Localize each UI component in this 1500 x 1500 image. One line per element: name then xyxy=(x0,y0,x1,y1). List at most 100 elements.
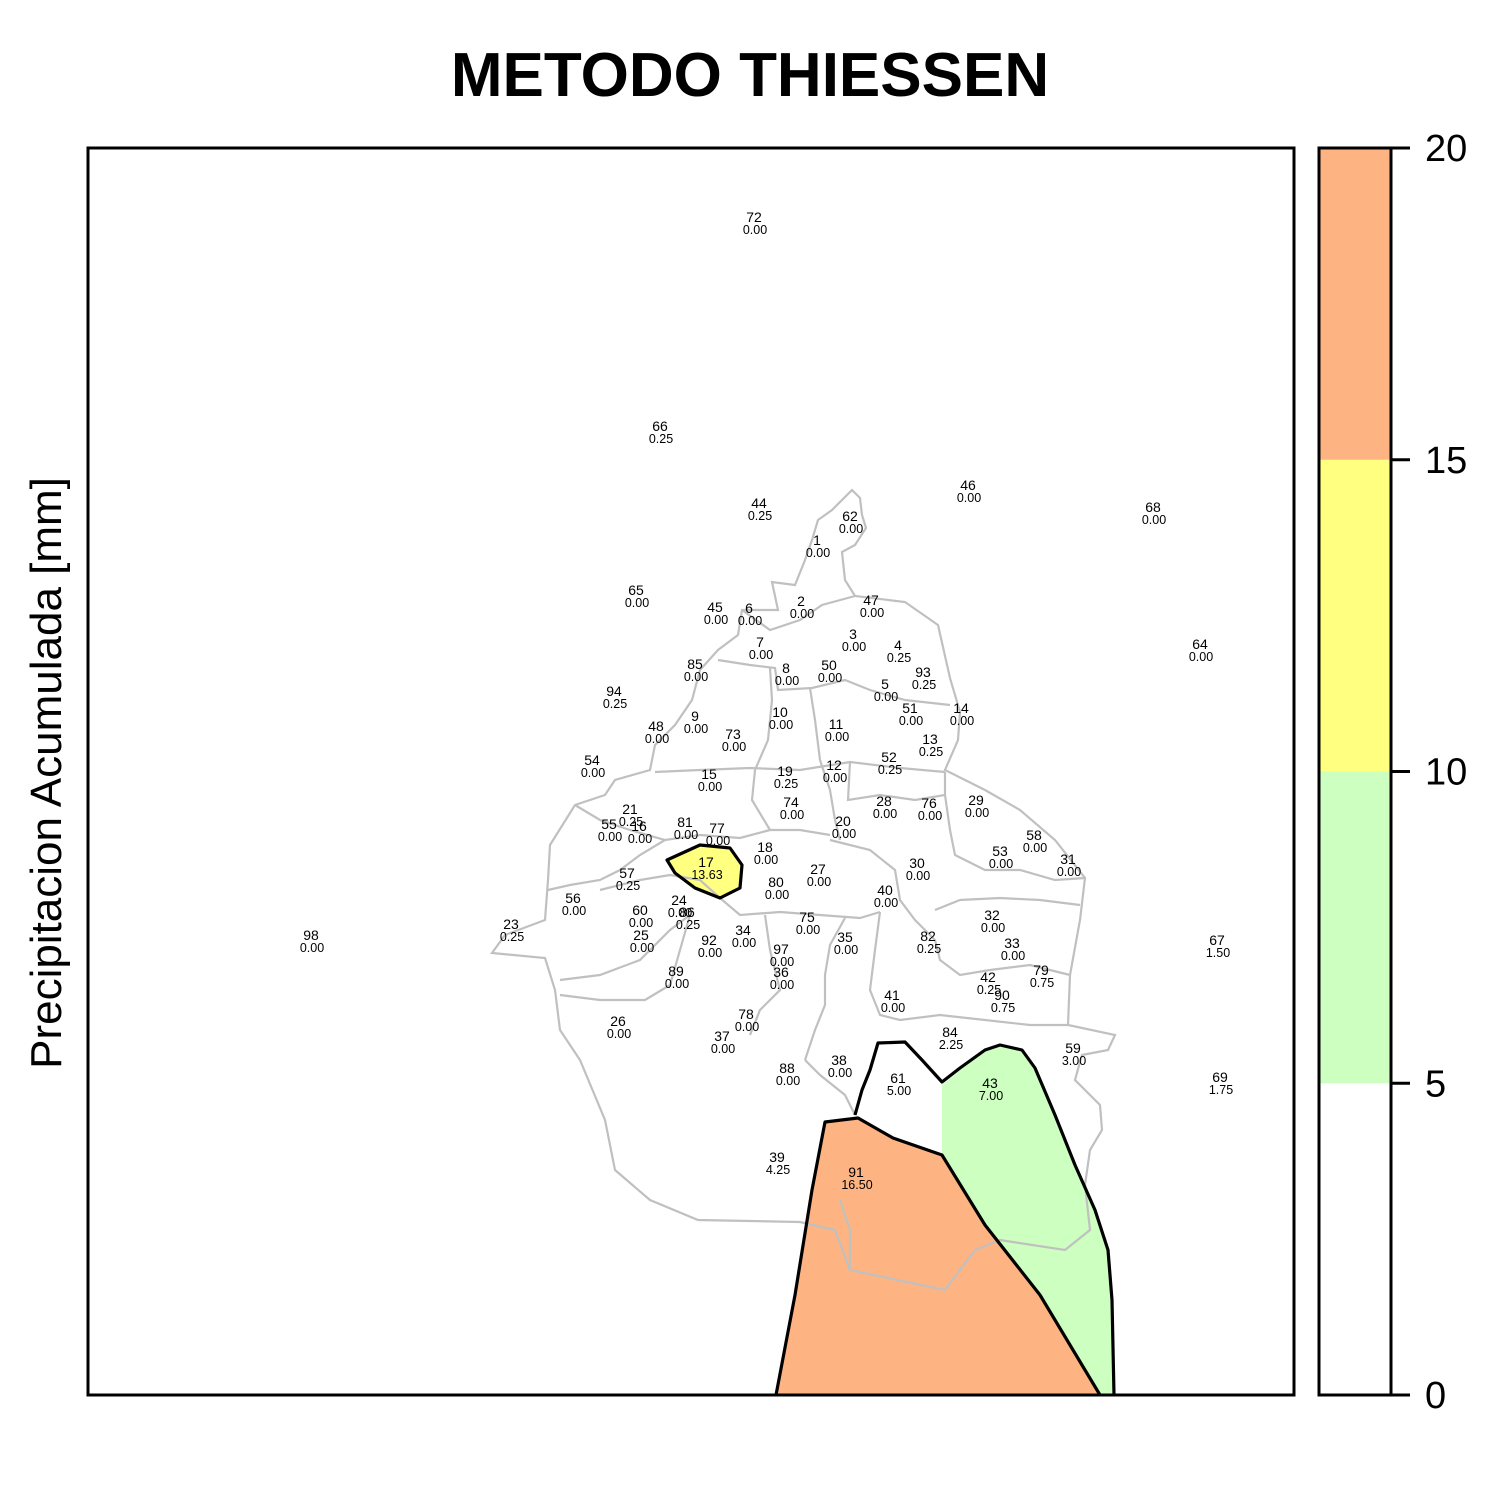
station-value-label: 0.00 xyxy=(625,596,649,610)
station-55: 550.00 xyxy=(598,816,622,844)
station-92: 920.00 xyxy=(698,932,722,960)
legend-tick-label: 10 xyxy=(1425,752,1467,794)
station-value-label: 0.25 xyxy=(887,651,911,665)
station-value-label: 0.00 xyxy=(1142,513,1166,527)
station-29: 290.00 xyxy=(965,792,989,820)
station-25: 250.00 xyxy=(630,927,654,955)
station-value-label: 0.00 xyxy=(770,978,794,992)
station-value-label: 0.25 xyxy=(649,432,673,446)
station-value-label: 0.00 xyxy=(957,491,981,505)
station-66: 660.25 xyxy=(649,418,673,446)
station-id-label: 69 xyxy=(1212,1069,1228,1085)
station-id-label: 4 xyxy=(894,637,902,653)
station-86: 860.25 xyxy=(676,904,700,932)
station-id-label: 43 xyxy=(982,1075,998,1091)
station-34: 340.00 xyxy=(732,922,756,950)
map-frame xyxy=(86,146,1296,1397)
station-value-label: 5.00 xyxy=(887,1084,911,1098)
station-35: 350.00 xyxy=(834,929,858,957)
station-90: 900.75 xyxy=(991,987,1015,1015)
station-8: 80.00 xyxy=(775,660,799,688)
station-value-label: 0.00 xyxy=(630,941,654,955)
station-id-label: 15 xyxy=(701,766,717,782)
station-id-label: 74 xyxy=(783,794,799,810)
station-33: 330.00 xyxy=(1001,935,1025,963)
station-id-label: 9 xyxy=(691,708,699,724)
station-11: 110.00 xyxy=(825,716,849,744)
station-value-label: 0.00 xyxy=(807,875,831,889)
station-value-label: 0.00 xyxy=(645,732,669,746)
district-line xyxy=(943,794,1086,882)
station-id-label: 7 xyxy=(756,634,764,650)
station-7: 70.00 xyxy=(749,634,773,662)
station-id-label: 14 xyxy=(953,700,969,716)
station-value-label: 0.00 xyxy=(732,936,756,950)
station-id-label: 67 xyxy=(1209,932,1225,948)
map-title: METODO THIESSEN xyxy=(450,41,1050,110)
station-value-label: 0.00 xyxy=(1001,949,1025,963)
station-81: 810.00 xyxy=(674,814,698,842)
station-id-label: 88 xyxy=(779,1060,795,1076)
station-id-label: 24 xyxy=(671,892,687,908)
station-id-label: 72 xyxy=(746,209,762,225)
station-value-label: 0.25 xyxy=(878,763,902,777)
district-line xyxy=(868,911,1068,1027)
station-value-label: 0.00 xyxy=(607,1027,631,1041)
contour-line xyxy=(774,1116,1102,1396)
station-id-label: 31 xyxy=(1060,851,1076,867)
station-42: 420.25 xyxy=(977,969,1001,997)
station-id-label: 44 xyxy=(751,495,767,511)
station-value-label: 0.00 xyxy=(698,946,722,960)
station-value-label: 0.25 xyxy=(774,777,798,791)
station-value-label: 0.00 xyxy=(754,853,778,867)
station-id-label: 2 xyxy=(797,593,805,609)
station-id-label: 16 xyxy=(631,818,647,834)
station-id-label: 34 xyxy=(735,922,751,938)
station-id-label: 77 xyxy=(709,820,725,836)
legend-tick-label: 15 xyxy=(1425,440,1467,482)
district-line xyxy=(748,914,782,1036)
district-line xyxy=(654,760,946,774)
station-80: 800.00 xyxy=(765,874,789,902)
legend-colorbar: 0 5 10 15 20 xyxy=(1317,128,1467,1417)
station-value-label: 0.00 xyxy=(769,718,793,732)
district-line xyxy=(846,761,947,802)
station-75: 750.00 xyxy=(796,909,820,937)
station-24: 240.00 xyxy=(668,892,692,920)
station-value-label: 0.25 xyxy=(748,509,772,523)
station-23: 230.25 xyxy=(500,916,524,944)
station-id-label: 75 xyxy=(799,909,815,925)
station-32: 320.00 xyxy=(981,907,1005,935)
station-id-label: 52 xyxy=(881,749,897,765)
station-69: 691.75 xyxy=(1209,1069,1233,1097)
station-value-label: 0.00 xyxy=(765,888,789,902)
station-2: 20.00 xyxy=(790,593,814,621)
station-value-label: 0.00 xyxy=(738,614,762,628)
station-51: 510.00 xyxy=(899,700,923,728)
station-value-label: 1.50 xyxy=(1206,946,1230,960)
station-id-label: 91 xyxy=(848,1164,864,1180)
station-value-label: 0.00 xyxy=(806,546,830,560)
station-93: 930.25 xyxy=(912,664,936,692)
station-id-label: 89 xyxy=(668,963,684,979)
station-value-label: 0.00 xyxy=(775,674,799,688)
station-61: 615.00 xyxy=(887,1070,911,1098)
station-10: 100.00 xyxy=(769,704,793,732)
station-value-label: 0.00 xyxy=(674,828,698,842)
station-id-label: 23 xyxy=(503,916,519,932)
station-16: 160.00 xyxy=(628,818,652,846)
station-value-label: 0.00 xyxy=(790,607,814,621)
station-98: 980.00 xyxy=(300,927,324,955)
station-54: 540.00 xyxy=(581,752,605,780)
station-value-label: 0.25 xyxy=(619,815,643,829)
legend-tick-label: 5 xyxy=(1425,1063,1446,1105)
station-value-label: 4.25 xyxy=(766,1163,790,1177)
station-id-label: 39 xyxy=(769,1149,785,1165)
district-line xyxy=(599,873,881,920)
station-value-label: 2.25 xyxy=(939,1038,963,1052)
district-line xyxy=(829,838,1071,977)
station-value-label: 0.00 xyxy=(796,923,820,937)
district-line xyxy=(717,658,951,707)
zone-15-20-orange xyxy=(776,1118,1100,1395)
